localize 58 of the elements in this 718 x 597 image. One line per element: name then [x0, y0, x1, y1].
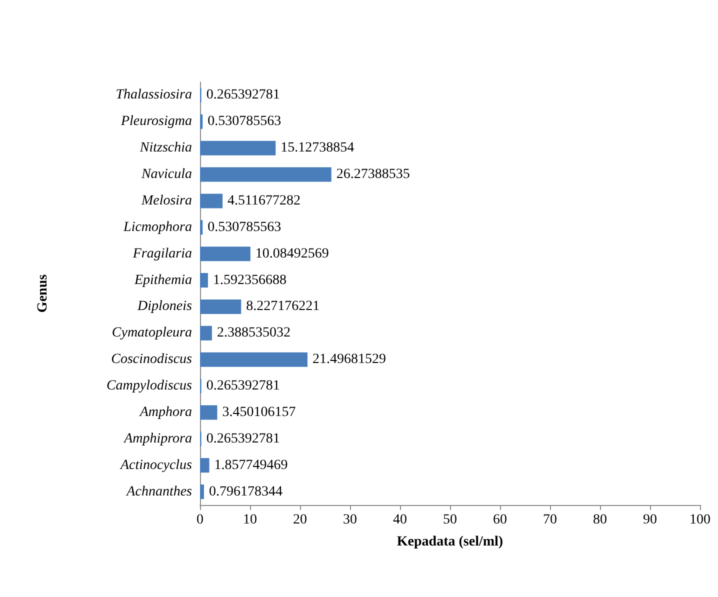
- data-label: 0.265392781: [206, 431, 280, 446]
- bar: [200, 114, 203, 129]
- data-label: 21.49681529: [312, 352, 386, 368]
- data-label: 0.530785563: [208, 220, 282, 235]
- x-tick-label: 50: [443, 512, 457, 528]
- x-tick-label: 20: [293, 512, 307, 528]
- bar: [200, 220, 203, 235]
- y-tick-label: Achnanthes: [126, 484, 193, 500]
- y-tick-label: Nitzschia: [138, 140, 192, 156]
- data-label: 2.388535032: [216, 326, 290, 341]
- x-tick-label: 0: [196, 512, 204, 528]
- x-tick-label: 60: [493, 512, 507, 528]
- data-label: 3.450106157: [222, 404, 296, 420]
- y-tick-label: Melosira: [140, 193, 192, 208]
- data-label: 4.511677282: [228, 193, 301, 208]
- bar: [200, 246, 250, 262]
- y-axis-title: Genus: [36, 274, 50, 313]
- y-tick-label: Cymatopleura: [112, 326, 192, 341]
- x-axis-title: Kepadata (sel/ml): [396, 534, 504, 550]
- x-tick-label: 10: [243, 512, 257, 528]
- bar: [200, 352, 308, 367]
- data-label: 0.796178344: [208, 484, 282, 500]
- bar: [200, 140, 276, 156]
- bar: [200, 458, 210, 473]
- x-tick-label: 30: [343, 512, 357, 528]
- data-label: 0.265392781: [206, 88, 280, 103]
- bar: [200, 405, 218, 420]
- data-label: 15.12738854: [280, 140, 354, 156]
- y-tick-label: Pleurosigma: [120, 114, 192, 130]
- bar: [200, 326, 212, 340]
- bar: [200, 273, 208, 288]
- y-tick-label: Amphora: [138, 404, 192, 420]
- y-tick-label: Thalassiosira: [116, 88, 192, 103]
- data-label: 26.27388535: [336, 167, 410, 182]
- bar: [200, 299, 242, 314]
- data-label: 1.857749469: [214, 458, 288, 473]
- y-tick-label: Coscinodiscus: [111, 352, 193, 368]
- data-label: 10.08492569: [255, 246, 329, 262]
- x-tick-label: 40: [393, 512, 407, 528]
- data-label: 8.227176221: [246, 299, 320, 314]
- y-tick-label: Amphiprora: [123, 431, 192, 446]
- bar: [200, 484, 204, 500]
- bar: [200, 167, 332, 182]
- y-tick-label: Diploneis: [136, 299, 193, 314]
- y-tick-label: Fragilaria: [132, 246, 192, 262]
- data-label: 1.592356688: [212, 272, 286, 288]
- y-tick-label: Campylodiscus: [106, 378, 193, 394]
- data-label: 0.530785563: [208, 114, 282, 130]
- y-tick-label: Epithemia: [133, 272, 192, 288]
- y-tick-label: Navicula: [140, 167, 192, 182]
- x-tick-label: 80: [593, 512, 607, 528]
- x-tick-label: 70: [543, 512, 557, 528]
- x-tick-label: 100: [690, 512, 710, 528]
- data-label: 0.265392781: [206, 378, 280, 394]
- y-tick-label: Licmophora: [122, 220, 192, 235]
- y-tick-label: Actinocyclus: [119, 458, 193, 473]
- bar: [200, 194, 223, 208]
- x-tick-label: 90: [643, 512, 657, 528]
